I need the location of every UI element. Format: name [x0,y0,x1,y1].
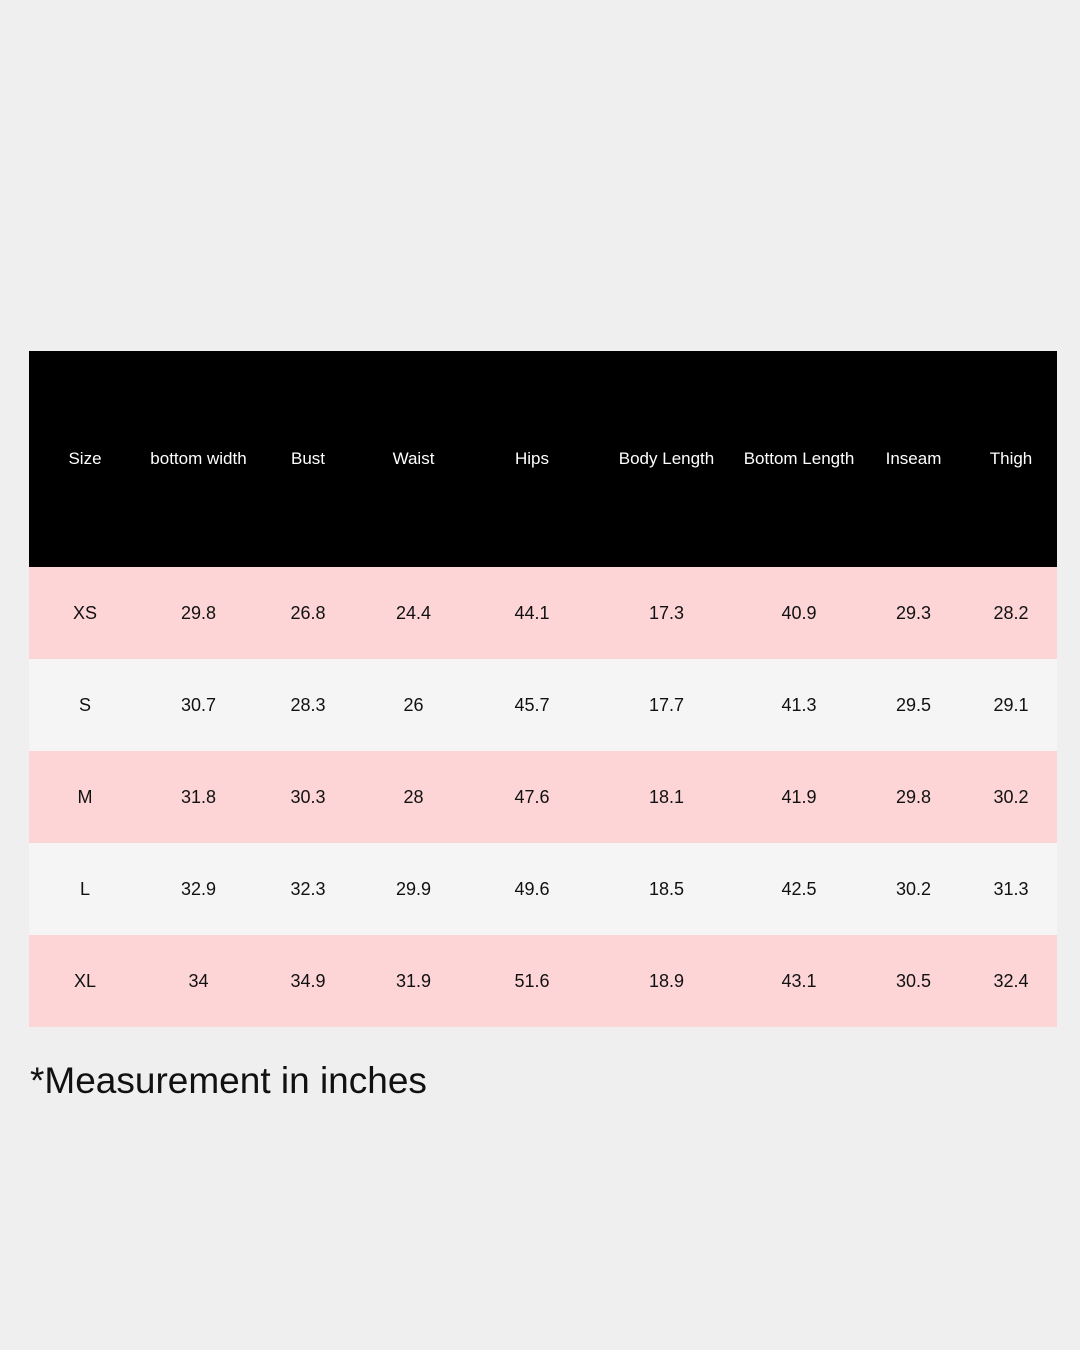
measurement-cell: 34.9 [290,970,326,991]
column-header: Size [68,449,102,468]
column-header: Bust [290,449,326,468]
measurement-cell: 18.5 [648,878,685,899]
measurement-cell: 26.8 [290,602,326,623]
size-cell: XL [73,970,97,991]
size-chart-table: Size bottom width Bust Waist Hips Body Length… [29,351,1057,1027]
measurement-cell: 49.6 [514,878,550,899]
measurement-cell: 26 [403,694,424,715]
measurement-cell: 17.3 [648,602,685,623]
measurement-cell: 30.2 [993,786,1029,807]
measurement-cell: 34 [188,970,209,991]
size-cell: S [78,694,91,715]
table-row: L 32.9 32.3 29.9 49.6 18.5 42.5 30.2 31.3 [29,843,1057,935]
measurement-cell: 28 [403,786,424,807]
column-header: Inseam [885,449,942,468]
column-header: bottom width [150,449,247,468]
table-row: M 31.8 30.3 28 47.6 18.1 41.9 29.8 30.2 [29,751,1057,843]
table-row: XS 29.8 26.8 24.4 44.1 17.3 40.9 29.3 28.2 [29,567,1057,659]
measurement-cell: 32.4 [993,970,1029,991]
measurement-cell: 30.5 [895,970,932,991]
measurement-cell: 29.3 [895,602,932,623]
measurement-cell: 41.9 [781,786,817,807]
measurement-cell: 47.6 [514,786,550,807]
measurement-cell: 30.2 [895,878,932,899]
measurement-cell: 44.1 [514,602,550,623]
measurement-cell: 28.2 [993,602,1029,623]
size-cell: XS [72,602,97,623]
measurement-cell: 45.7 [514,694,550,715]
measurement-cell: 29.8 [895,786,932,807]
measurement-cell: 31.9 [395,970,432,991]
table-row: S 30.7 28.3 26 45.7 17.7 41.3 29.5 29.1 [29,659,1057,751]
measurement-cell: 17.7 [648,694,685,715]
measurement-cell: 30.3 [290,786,326,807]
measurement-cell: 24.4 [395,602,432,623]
measurement-cell: 40.9 [781,602,817,623]
measurement-cell: 32.3 [290,878,326,899]
measurement-cell: 31.8 [180,786,217,807]
table-row: XL 34 34.9 31.9 51.6 18.9 43.1 30.5 32.4 [29,935,1057,1027]
column-header: Hips [514,449,549,468]
size-cell: L [79,878,90,899]
measurement-cell: 29.1 [993,694,1029,715]
measurement-cell: 30.7 [180,694,217,715]
measurement-cell: 29.8 [180,602,217,623]
measurement-cell: 28.3 [290,694,326,715]
measurement-cell: 41.3 [781,694,817,715]
column-header: Thigh [989,449,1033,468]
table-header-row: Size bottom width Bust Waist Hips Body Length… [29,351,1057,567]
column-header: Body Length [618,449,715,468]
measurement-cell: 43.1 [781,970,817,991]
measurement-cell: 51.6 [514,970,550,991]
measurement-cell: 18.1 [648,786,685,807]
column-header: Waist [392,449,435,468]
measurement-cell: 32.9 [180,878,217,899]
measurement-cell: 18.9 [648,970,685,991]
size-cell: M [77,786,93,807]
measurement-note: *Measurement in inches [30,1060,427,1101]
measurement-cell: 42.5 [781,878,817,899]
measurement-cell: 29.9 [395,878,432,899]
column-header: Bottom Length [743,449,855,468]
measurement-cell: 29.5 [895,694,932,715]
measurement-cell: 31.3 [993,878,1029,899]
